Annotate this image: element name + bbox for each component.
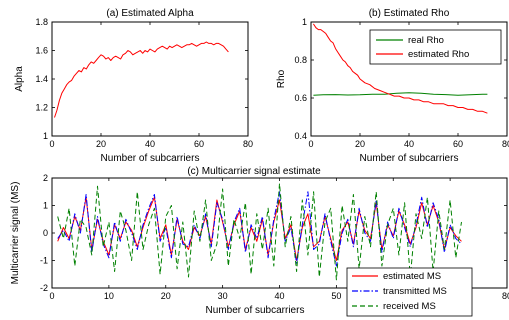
panel-c-xlabel: Number of subcarriers	[206, 305, 305, 316]
series-line-estimated-rho	[312, 23, 488, 114]
legend-label-received-ms: received MS	[383, 301, 436, 312]
panel-b-legend: real Rho estimated Rho	[369, 29, 502, 65]
x-tick-label: 60	[194, 139, 204, 149]
series-line-transmitted-ms	[57, 191, 462, 267]
panel-a: (a) Estimated Alpha 0 20 40 60 80 1 1.2 1.4 1.6 1…	[14, 8, 253, 164]
panel-a-ticks: 0 20 40 60 80 1 1.2 1.4 1.6 1.8	[35, 17, 253, 149]
y-tick-label: 0.6	[294, 93, 307, 103]
series-line-real-rho	[313, 92, 488, 96]
panel-c-legend: estimated MS transmitted MS received MS	[346, 267, 473, 317]
panel-a-title: (a) Estimated Alpha	[106, 8, 194, 19]
panel-c-series	[57, 183, 462, 281]
panel-c-ylabel: Multicarrier signal (MS)	[10, 182, 21, 285]
x-tick-label: 20	[96, 139, 106, 149]
legend-label-estimated-rho: estimated Rho	[408, 49, 469, 60]
panel-c: (c) Multicarrier signal estimate 0 10 20 30…	[10, 166, 509, 317]
x-tick-label: 10	[104, 291, 114, 301]
x-tick-label: 80	[502, 291, 509, 301]
y-tick-label: 1.8	[35, 17, 48, 27]
x-tick-label: 80	[243, 139, 253, 149]
x-tick-label: 80	[502, 139, 509, 149]
panel-b-xlabel: Number of subcarriers	[360, 153, 459, 164]
y-tick-label: 0.8	[294, 55, 307, 65]
series-line-received-ms	[57, 183, 462, 281]
y-tick-label: 1	[43, 131, 48, 141]
panel-b-legend-box	[369, 29, 502, 65]
y-tick-label: 2	[43, 173, 48, 183]
y-tick-label: 0	[43, 228, 48, 238]
panel-a-ylabel: Alpha	[14, 66, 25, 92]
legend-label-transmitted-ms: transmitted MS	[383, 286, 447, 297]
x-tick-label: 30	[218, 291, 228, 301]
series-line-series-0	[54, 41, 229, 118]
x-tick-label: 0	[49, 139, 54, 149]
panel-b-series	[312, 23, 488, 114]
x-tick-label: 40	[274, 291, 284, 301]
y-tick-label: -1	[40, 256, 48, 266]
x-tick-label: 0	[308, 139, 313, 149]
x-tick-label: 20	[355, 139, 365, 149]
panel-b-ylabel: Rho	[276, 69, 287, 88]
y-tick-label: 1	[43, 201, 48, 211]
panel-b-ticks: 0 20 40 60 80 0.4 0.6 0.8 1	[294, 17, 509, 149]
y-tick-label: 1.2	[35, 103, 48, 113]
legend-label-estimated-ms: estimated MS	[383, 271, 441, 282]
x-tick-label: 50	[331, 291, 341, 301]
y-tick-label: 1	[302, 17, 307, 27]
x-tick-label: 40	[404, 139, 414, 149]
panel-c-title: (c) Multicarrier signal estimate	[187, 166, 321, 177]
y-tick-label: 1.4	[35, 74, 48, 84]
panel-a-axes-box	[51, 21, 249, 137]
panel-a-xlabel: Number of subcarriers	[101, 153, 200, 164]
x-tick-label: 40	[145, 139, 155, 149]
panel-b-title: (b) Estimated Rho	[369, 8, 450, 19]
x-tick-label: 0	[49, 291, 54, 301]
y-tick-label: 0.4	[294, 131, 307, 141]
y-tick-label: 1.6	[35, 46, 48, 56]
panel-b: (b) Estimated Rho 0 20 40 60 80 0.4 0.6 0.8 1 Nu…	[276, 8, 509, 164]
x-tick-label: 20	[161, 291, 171, 301]
x-tick-label: 60	[453, 139, 463, 149]
panel-a-series	[54, 41, 229, 118]
y-tick-label: -2	[40, 283, 48, 293]
legend-label-real-rho: real Rho	[408, 35, 444, 46]
